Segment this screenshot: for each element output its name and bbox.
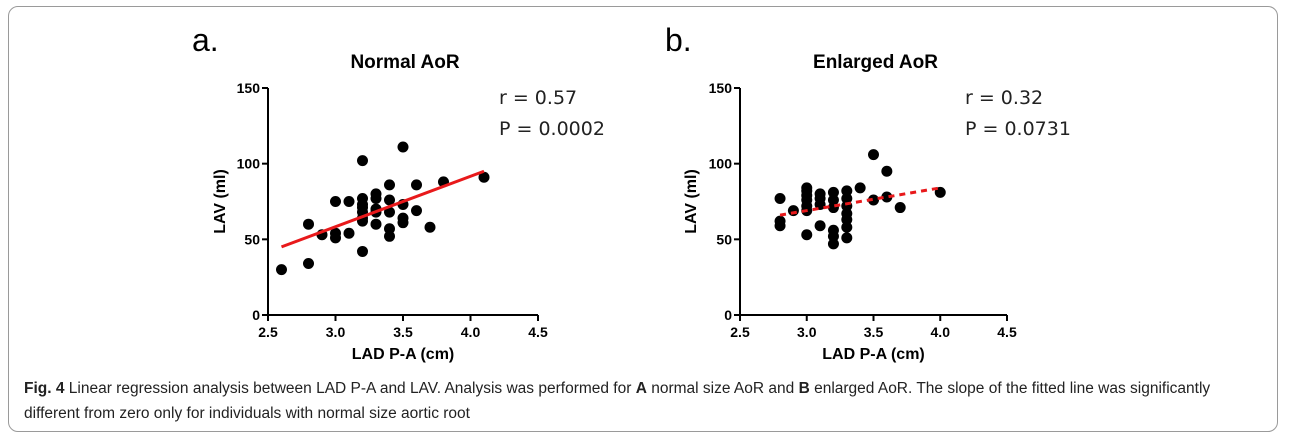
data-point bbox=[343, 196, 355, 207]
data-point bbox=[801, 229, 813, 241]
data-point bbox=[424, 221, 436, 233]
y-tick-label: 100 bbox=[709, 156, 733, 172]
chart-enlarged-aor: Enlarged AoR 0 50 100 150 2.5 3.0 3.5 4.0 4.5 LAD … bbox=[683, 52, 1071, 363]
data-point bbox=[397, 212, 409, 224]
data-point bbox=[357, 155, 368, 167]
p-value-label: P = 0.0731 bbox=[965, 118, 1071, 140]
data-point bbox=[787, 205, 799, 217]
figure-frame bbox=[8, 6, 1278, 432]
x-tick-label: 2.5 bbox=[730, 324, 750, 340]
regression-line bbox=[779, 186, 941, 217]
x-tick-label: 3.0 bbox=[326, 324, 346, 340]
x-tick-label: 3.5 bbox=[864, 324, 884, 340]
r-value-label: r = 0.32 bbox=[965, 87, 1043, 109]
x-tick-label: 4.0 bbox=[461, 324, 481, 340]
data-point bbox=[303, 218, 314, 230]
chart-title: Enlarged AoR bbox=[813, 52, 938, 73]
data-point bbox=[814, 188, 826, 200]
caption-label-a: A bbox=[635, 380, 647, 397]
r-value-label: r = 0.57 bbox=[499, 87, 577, 109]
y-tick-label: 150 bbox=[709, 80, 733, 96]
caption-fig-label: Fig. 4 bbox=[24, 380, 65, 397]
data-point bbox=[774, 192, 786, 204]
data-point bbox=[384, 230, 395, 242]
panel-a: a. Normal AoR 0 50 100 150 2.5 3.0 3.5 4.0 4.5 LAD… bbox=[0, 0, 640, 370]
chart-title: Normal AoR bbox=[350, 52, 459, 73]
caption-text-2: normal size AoR and bbox=[646, 380, 799, 397]
data-point bbox=[774, 215, 786, 227]
p-value-label: P = 0.0002 bbox=[499, 118, 605, 140]
data-point bbox=[276, 264, 287, 276]
data-point bbox=[814, 220, 826, 232]
y-axis-label: LAV (ml) bbox=[212, 169, 229, 234]
data-point bbox=[384, 179, 395, 191]
data-point bbox=[868, 194, 879, 206]
data-point bbox=[384, 206, 395, 218]
y-tick-label: 0 bbox=[252, 307, 260, 323]
data-point bbox=[370, 218, 382, 230]
x-axis-label: LAD P-A (cm) bbox=[352, 346, 455, 363]
y-tick-label: 100 bbox=[237, 156, 261, 172]
data-point bbox=[478, 171, 490, 183]
figure-caption: Fig. 4 Linear regression analysis betwee… bbox=[24, 376, 1264, 426]
data-point bbox=[827, 194, 839, 206]
data-point bbox=[370, 188, 382, 200]
panel-a-label: a. bbox=[192, 22, 219, 58]
caption-text-3: enlarged AoR. The slope of the fitted li… bbox=[24, 380, 1211, 422]
panel-b-label: b. bbox=[665, 22, 692, 58]
y-tick-label: 50 bbox=[716, 231, 732, 247]
data-point bbox=[854, 182, 866, 194]
x-axis-label: LAD P-A (cm) bbox=[822, 346, 925, 363]
y-tick-label: 150 bbox=[237, 80, 261, 96]
data-point bbox=[841, 185, 853, 197]
y-axis-label: LAV (ml) bbox=[683, 169, 700, 234]
data-point bbox=[330, 227, 341, 239]
caption-label-b: B bbox=[798, 380, 810, 397]
data-point bbox=[894, 202, 906, 214]
data-point bbox=[827, 186, 839, 198]
data-point bbox=[841, 208, 853, 220]
regression-line bbox=[280, 169, 485, 249]
data-point bbox=[411, 205, 422, 217]
data-point bbox=[868, 149, 879, 161]
data-point bbox=[881, 191, 893, 203]
data-point bbox=[384, 223, 395, 235]
chart-normal-aor: Normal AoR 0 50 100 150 2.5 3.0 3.5 4.0 4.5 LAD P-… bbox=[212, 52, 605, 363]
data-point bbox=[881, 165, 893, 177]
caption-text-1: Linear regression analysis between LAD P… bbox=[64, 380, 636, 397]
data-point bbox=[411, 179, 422, 191]
x-tick-label: 3.0 bbox=[797, 324, 817, 340]
data-point bbox=[841, 232, 853, 244]
data-point bbox=[330, 196, 341, 207]
x-tick-label: 4.0 bbox=[931, 324, 951, 340]
data-point bbox=[357, 192, 368, 204]
data-point bbox=[384, 194, 395, 206]
x-tick-label: 4.5 bbox=[997, 324, 1017, 340]
data-point bbox=[357, 245, 368, 257]
panel-b: b. Enlarged AoR 0 50 100 150 2.5 3.0 3.5 4.0 4.5 L… bbox=[640, 0, 1280, 370]
x-tick-label: 4.5 bbox=[528, 324, 548, 340]
data-point bbox=[397, 141, 409, 153]
data-point bbox=[827, 238, 839, 250]
data-point bbox=[827, 224, 839, 236]
y-tick-label: 0 bbox=[724, 307, 732, 323]
x-tick-label: 3.5 bbox=[393, 324, 413, 340]
y-tick-label: 50 bbox=[244, 231, 260, 247]
x-tick-label: 2.5 bbox=[258, 324, 278, 340]
data-point bbox=[303, 258, 314, 270]
data-point bbox=[343, 227, 355, 239]
data-point bbox=[841, 192, 853, 204]
data-point bbox=[801, 182, 813, 194]
data-point bbox=[841, 221, 853, 233]
